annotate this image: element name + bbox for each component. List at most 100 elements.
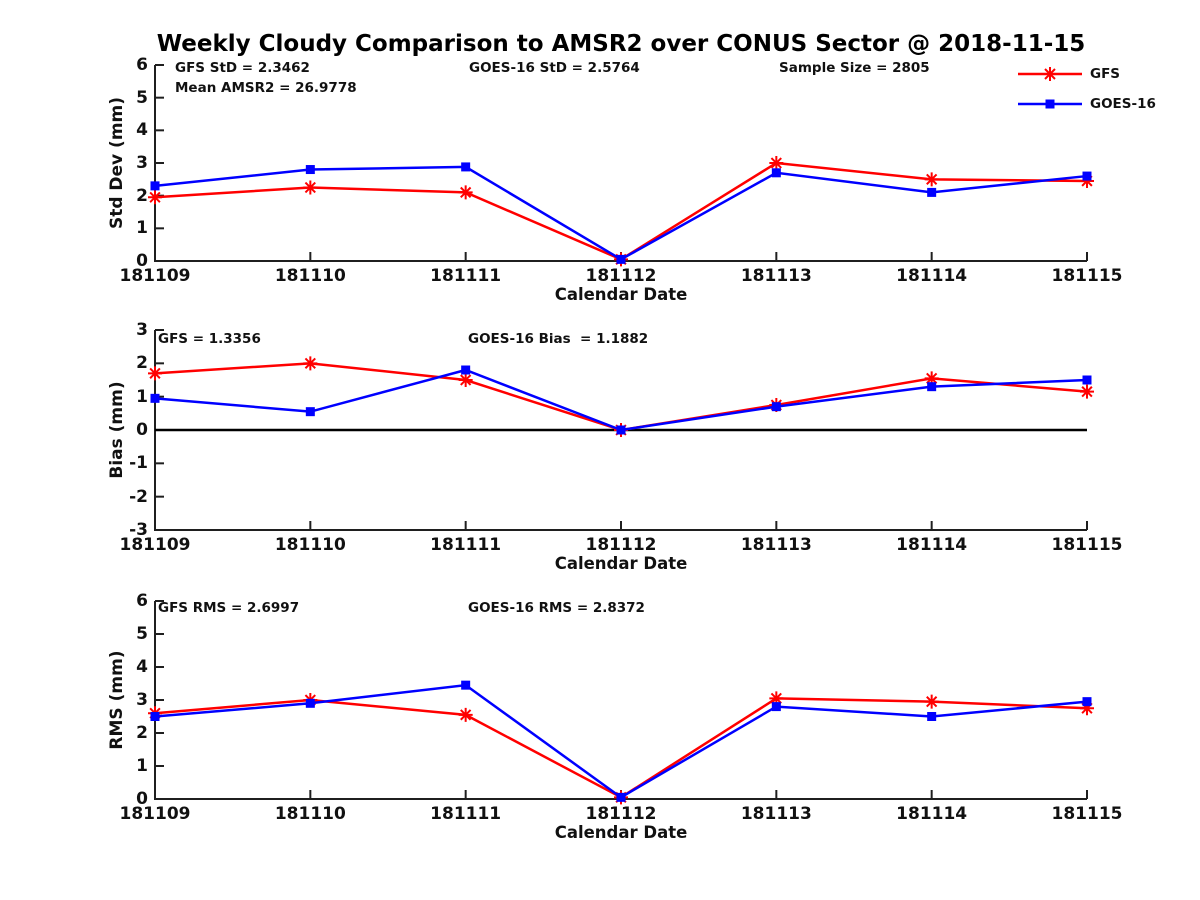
goes-16-square-marker-icon <box>461 680 471 690</box>
goes-16-square-marker-icon <box>305 165 315 175</box>
y-tick-label: 0 <box>136 789 148 809</box>
x-tick-label: 181111 <box>430 535 502 555</box>
x-tick-label: 181110 <box>274 535 346 555</box>
goes-16-square-marker-icon <box>461 162 471 172</box>
annotation-goes-std: GOES-16 StD = 2.5764 <box>469 60 640 76</box>
gfs-asterisk-marker-icon <box>924 371 939 386</box>
goes-16-square-marker-icon <box>150 181 160 191</box>
annotation-goes-rms: GOES-16 RMS = 2.8372 <box>468 600 645 616</box>
y-tick-label: 2 <box>136 723 148 743</box>
annotation-gfs-std: GFS StD = 2.3462 <box>175 60 310 76</box>
y-tick-label: 2 <box>136 185 148 206</box>
y-tick-label: 0 <box>136 251 148 271</box>
goes-16-square-marker-icon <box>771 402 781 412</box>
gfs-asterisk-marker-icon <box>458 373 473 387</box>
rms-axes <box>154 601 1087 800</box>
y-tick-label: 3 <box>136 153 148 173</box>
y-tick-label: 6 <box>136 55 148 75</box>
legend-entry-goes16: GOES-16 <box>1018 96 1156 112</box>
x-tick-label: 181113 <box>740 535 812 555</box>
goes-16-square-marker-icon <box>150 393 160 403</box>
gfs-asterisk-marker-icon <box>458 707 473 722</box>
gfs-asterisk-marker-icon <box>769 691 784 706</box>
gfs-asterisk-marker-icon <box>769 156 784 170</box>
goes-16-square-marker-icon <box>1082 375 1092 385</box>
gfs-asterisk-marker-icon <box>303 356 318 371</box>
x-tick-label: 181113 <box>740 804 812 824</box>
gfs-asterisk-marker-icon <box>1043 67 1057 81</box>
goes-16-square-marker-icon <box>927 712 937 721</box>
annotation-goes-bias: GOES-16 Bias = 1.1882 <box>468 331 649 347</box>
gfs-asterisk-marker-icon <box>148 190 162 205</box>
rms-x-axis-label: Calendar Date <box>554 823 688 842</box>
y-tick-label: 5 <box>136 624 148 644</box>
stddev-x-axis-label: Calendar Date <box>554 285 688 304</box>
goes16-square-marker-icon <box>1045 99 1055 109</box>
y-tick-label: 1 <box>136 218 148 239</box>
annotation-gfs-bias: GFS = 1.3356 <box>158 331 261 347</box>
annotation-mean-amsr2: Mean AMSR2 = 26.9778 <box>175 80 357 96</box>
y-tick-label: 4 <box>136 657 148 677</box>
y-tick-label: 0 <box>136 420 148 440</box>
y-tick-label: 3 <box>136 320 148 340</box>
gfs-line <box>154 161 1088 261</box>
annotation-sample-size: Sample Size = 2805 <box>779 60 930 76</box>
x-tick-label: 181111 <box>430 804 502 824</box>
y-tick-label: 1 <box>136 386 148 407</box>
goes-16-square-marker-icon <box>927 382 937 392</box>
bias-y-axis-label: Bias (mm) <box>107 381 127 479</box>
goes-16-line <box>154 165 1088 261</box>
y-tick-label: -3 <box>129 520 148 540</box>
rms-y-axis-label: RMS (mm) <box>107 650 127 750</box>
x-tick-label: 181113 <box>740 266 812 286</box>
gfs-asterisk-marker-icon <box>924 172 939 187</box>
y-tick-label: 2 <box>136 353 148 374</box>
goes-16-square-marker-icon <box>461 365 471 375</box>
figure-title: Weekly Cloudy Comparison to AMSR2 over C… <box>156 31 1086 57</box>
x-tick-label: 181115 <box>1051 804 1123 824</box>
gfs-line <box>154 362 1088 432</box>
legend-label-gfs: GFS <box>1090 66 1121 82</box>
stddev-y-axis-label: Std Dev (mm) <box>107 96 127 230</box>
gfs-asterisk-marker-icon <box>458 185 473 200</box>
y-tick-label: 4 <box>136 120 148 141</box>
x-tick-label: 181109 <box>119 804 191 824</box>
gfs-asterisk-marker-icon <box>1080 701 1094 716</box>
x-tick-label: 181111 <box>430 266 502 286</box>
goes-16-square-marker-icon <box>150 712 160 721</box>
goes-16-square-marker-icon <box>616 425 626 435</box>
goes-16-square-marker-icon <box>616 792 626 802</box>
y-tick-label: 5 <box>136 87 148 108</box>
y-tick-label: -2 <box>129 486 148 507</box>
x-tick-label: 181115 <box>1051 266 1123 286</box>
x-tick-label: 181112 <box>585 266 657 286</box>
gfs-legend-swatch <box>1018 67 1082 81</box>
goes-16-square-marker-icon <box>771 168 781 178</box>
y-tick-label: -1 <box>129 453 148 474</box>
gfs-asterisk-marker-icon <box>1080 384 1094 399</box>
gfs-asterisk-marker-icon <box>1080 173 1094 188</box>
goes-16-square-marker-icon <box>1082 171 1092 181</box>
x-tick-label: 181109 <box>119 266 191 286</box>
gfs-line <box>154 697 1088 799</box>
x-tick-label: 181114 <box>896 804 968 824</box>
legend-entry-gfs: GFS <box>1018 66 1120 82</box>
goes-16-square-marker-icon <box>1082 697 1092 707</box>
gfs-asterisk-marker-icon <box>924 694 939 709</box>
x-tick-label: 181115 <box>1051 535 1123 555</box>
y-tick-label: 1 <box>136 756 148 776</box>
goes-16-square-marker-icon <box>927 187 937 197</box>
legend-label-goes16: GOES-16 <box>1090 96 1156 112</box>
x-tick-label: 181114 <box>896 266 968 286</box>
x-tick-label: 181112 <box>585 535 657 555</box>
gfs-asterisk-marker-icon <box>303 180 318 195</box>
annotation-gfs-rms: GFS RMS = 2.6997 <box>158 600 300 616</box>
goes-16-square-marker-icon <box>771 702 781 712</box>
bias-x-axis-label: Calendar Date <box>554 554 688 573</box>
y-tick-label: 3 <box>136 690 148 710</box>
y-tick-label: 6 <box>136 591 148 611</box>
goes16-legend-swatch <box>1018 99 1082 109</box>
x-tick-label: 181110 <box>274 266 346 286</box>
